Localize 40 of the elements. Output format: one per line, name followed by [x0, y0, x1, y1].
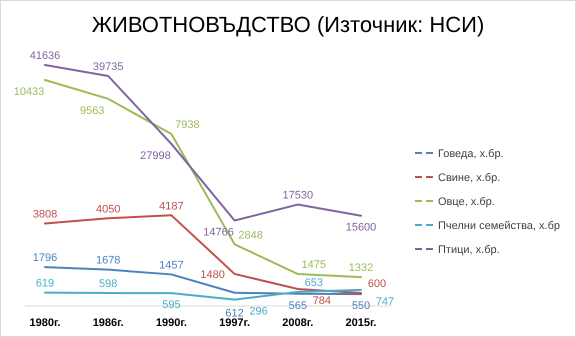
- data-label: 747: [376, 296, 394, 308]
- chart-title: ЖИВОТНОВЪДСТВО (Източник: НСИ): [92, 12, 484, 37]
- data-label: 4187: [159, 200, 184, 212]
- data-label: 1480: [200, 268, 225, 281]
- data-label: 565: [288, 300, 307, 312]
- x-tick-label: 2015г.: [345, 317, 377, 329]
- data-label: 7938: [175, 119, 200, 132]
- data-label: 2848: [238, 229, 263, 242]
- data-label: 1332: [348, 262, 374, 274]
- data-label: 39735: [92, 61, 124, 74]
- data-label: 17530: [282, 190, 314, 202]
- data-label: 296: [249, 306, 268, 318]
- legend-label: Свине, х.бр.: [438, 172, 500, 184]
- data-label: 619: [36, 278, 54, 290]
- x-tick-label: 1990г.: [156, 317, 187, 329]
- data-label: 10433: [14, 86, 44, 98]
- data-label: 550: [352, 300, 370, 312]
- data-label: 27998: [140, 150, 171, 162]
- legend-label: Овце, х.бр.: [438, 196, 495, 208]
- data-label: 3808: [32, 208, 58, 221]
- data-label: 1796: [32, 252, 58, 264]
- x-tick-label: 1997г.: [219, 317, 250, 329]
- data-label: 1678: [96, 254, 120, 267]
- data-label: 1457: [159, 259, 184, 272]
- data-label: 4050: [96, 203, 120, 216]
- data-label: 653: [304, 276, 323, 289]
- x-tick-label: 1980г.: [29, 317, 61, 329]
- legend-label: Пчелни семейства, х.бр: [438, 220, 560, 232]
- data-label: 1475: [302, 259, 326, 272]
- x-tick-label: 2008г.: [282, 317, 314, 329]
- legend-label: Говеда, х.бр.: [438, 148, 504, 160]
- data-label: 600: [368, 278, 386, 290]
- data-label: 15600: [346, 222, 376, 234]
- x-tick-label: 1986г.: [92, 317, 124, 329]
- data-label: 9563: [80, 104, 104, 117]
- data-label: 598: [99, 278, 118, 290]
- data-label: 41636: [30, 50, 60, 62]
- data-label: 784: [312, 295, 331, 308]
- data-label: 595: [162, 299, 181, 312]
- legend-label: Птици, х.бр.: [438, 244, 500, 256]
